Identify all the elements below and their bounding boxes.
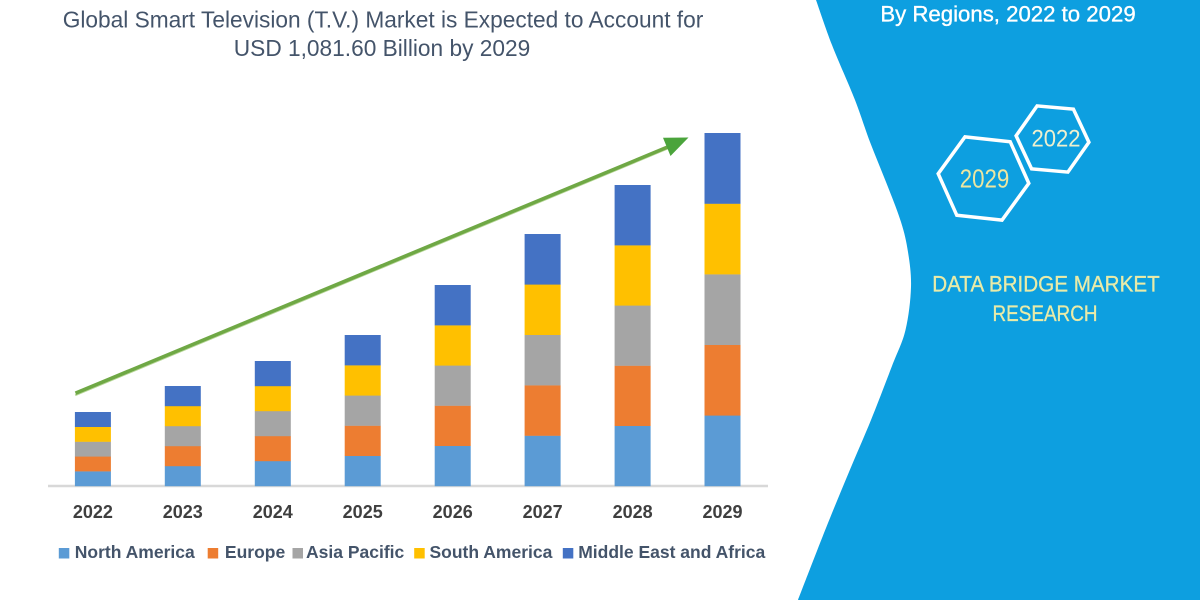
svg-text:2027: 2027 xyxy=(523,502,563,522)
svg-text:RESEARCH: RESEARCH xyxy=(993,301,1098,326)
svg-text:South America: South America xyxy=(430,542,553,562)
svg-text:2026: 2026 xyxy=(433,502,473,522)
svg-text:2024: 2024 xyxy=(253,502,293,522)
svg-text:By Regions, 2022 to 2029: By Regions, 2022 to 2029 xyxy=(880,2,1135,27)
svg-text:Europe: Europe xyxy=(225,542,286,562)
svg-text:2029: 2029 xyxy=(702,502,742,522)
svg-text:USD 1,081.60 Billion by 2029: USD 1,081.60 Billion by 2029 xyxy=(234,35,530,61)
svg-text:DATA BRIDGE MARKET: DATA BRIDGE MARKET xyxy=(932,272,1160,297)
svg-text:Asia Pacific: Asia Pacific xyxy=(306,542,405,562)
svg-text:2023: 2023 xyxy=(163,502,203,522)
svg-text:Global Smart Television (T.V.): Global Smart Television (T.V.) Market is… xyxy=(63,7,704,33)
svg-text:2022: 2022 xyxy=(1032,126,1081,153)
svg-text:2028: 2028 xyxy=(613,502,653,522)
svg-text:Middle East and Africa: Middle East and Africa xyxy=(578,542,765,562)
svg-text:2025: 2025 xyxy=(343,502,383,522)
svg-text:2022: 2022 xyxy=(73,502,113,522)
svg-text:North America: North America xyxy=(75,542,195,562)
svg-text:2029: 2029 xyxy=(960,164,1010,194)
